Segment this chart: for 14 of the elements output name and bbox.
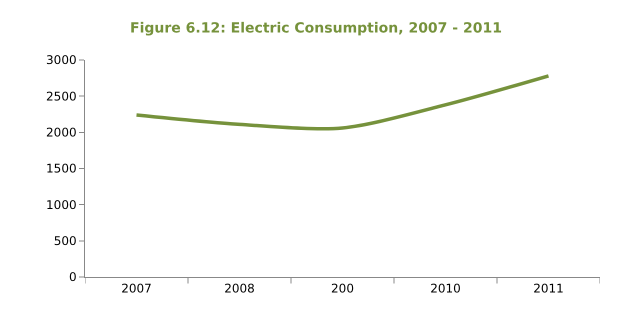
x-tick-label: 2011 — [533, 281, 564, 296]
y-tick-label: 1000 — [46, 198, 77, 212]
x-tick-label: 2007 — [121, 281, 152, 296]
line-series — [134, 74, 550, 130]
y-tick-label: 500 — [54, 234, 77, 248]
y-tick-label: 2500 — [46, 89, 77, 104]
y-tick-label: 1500 — [46, 162, 77, 176]
y-tick-label: 0 — [68, 270, 77, 284]
x-tick-label: 2010 — [430, 281, 461, 296]
x-tick-label: 200 — [331, 281, 354, 296]
y-tick-label: 2000 — [46, 126, 77, 140]
y-tick-label: 3000 — [46, 53, 77, 68]
chart-title: Figure 6.12: Electric Consumption, 2007 - 2011 — [130, 20, 502, 37]
x-tick-label: 2008 — [224, 281, 255, 296]
